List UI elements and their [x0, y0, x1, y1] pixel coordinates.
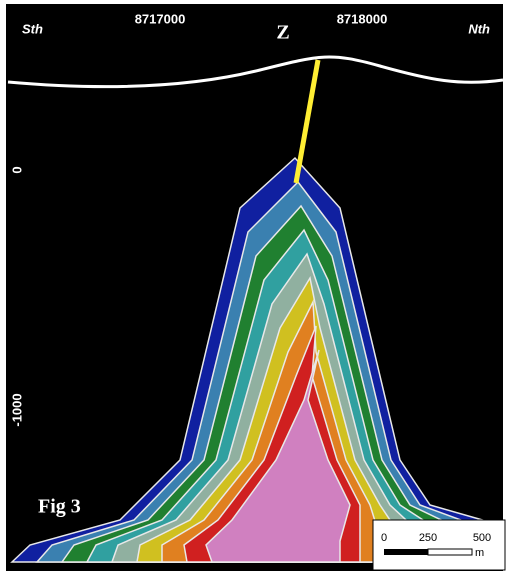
south-label: Sth: [22, 21, 43, 36]
depth-label: 0: [9, 166, 24, 173]
figure-label: Fig 3: [38, 496, 81, 518]
scale-label: 0: [381, 532, 387, 544]
scale-unit: m: [475, 547, 484, 559]
easting-tick: 8718000: [337, 11, 388, 26]
figure: Sth 8717000 Z 8718000 Nth 0 -1000 Fig 3 …: [0, 0, 507, 575]
depth-label: -1000: [9, 393, 24, 426]
scale-bar-box: [373, 520, 505, 570]
scale-label: 500: [473, 532, 491, 544]
scale-bar-segment: [428, 549, 472, 555]
well-name: Z: [276, 22, 289, 44]
scale-label: 250: [419, 532, 437, 544]
scale-bar-segment: [384, 549, 428, 555]
north-label: Nth: [468, 21, 490, 36]
easting-tick: 8717000: [135, 11, 186, 26]
